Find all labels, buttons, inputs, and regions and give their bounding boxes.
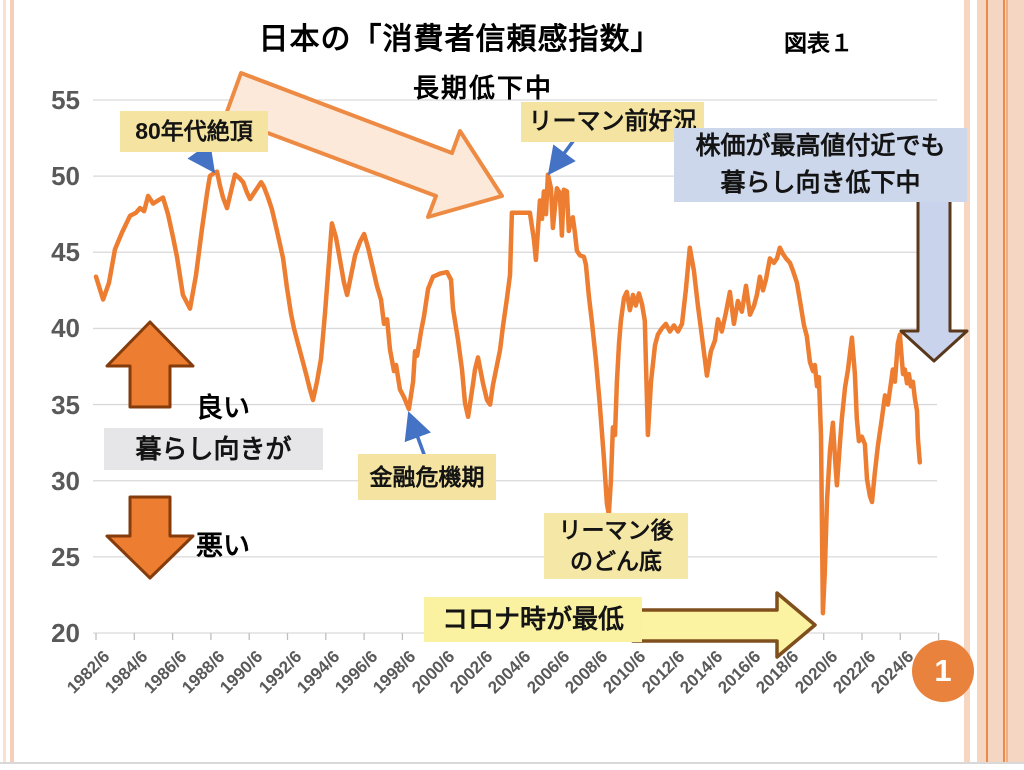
annotation-pre-lehman: リーマン前好況 — [521, 102, 704, 142]
annotation-stock-note-line1: 株価が最高値付近でも — [695, 132, 946, 160]
y-tick-label: 50 — [51, 161, 80, 192]
stock-note-down-arrow — [899, 198, 969, 363]
y-tick-label: 20 — [51, 618, 80, 648]
pointer-arrow-prelehman — [547, 138, 576, 176]
confidence-index-line — [93, 169, 923, 616]
y-tick-label: 35 — [51, 389, 80, 420]
slide-bottom-border — [0, 762, 1024, 764]
y-tick-label: 45 — [51, 237, 80, 268]
left-edge-stripe-outer — [3, 0, 6, 763]
annotation-stock-note-line2: 暮らし向き低下中 — [720, 169, 921, 197]
label-good: 良い — [196, 393, 250, 423]
label-livelihood: 暮らし向きが — [104, 428, 323, 470]
annotation-stock-note: 株価が最高値付近でも 暮らし向き低下中 — [674, 128, 967, 202]
pointer-arrow-crisis — [404, 411, 431, 458]
label-bad: 悪い — [196, 531, 250, 561]
annotation-post-lehman: リーマン後 のどん底 — [544, 513, 688, 579]
up-arrow-icon — [105, 320, 195, 409]
page-title: 日本の「消費者信頼感指数」 — [258, 23, 662, 56]
annotation-covid-lowest: コロナ時が最低 — [424, 597, 642, 642]
y-tick-label: 30 — [51, 465, 80, 496]
annotation-financial-crisis: 金融危機期 — [358, 454, 496, 500]
right-edge-stripe-thin — [964, 0, 970, 763]
covid-right-arrow — [631, 591, 817, 659]
series-layer — [93, 169, 923, 616]
annotation-post-lehman-line2: のどん底 — [570, 548, 662, 574]
figure-label: 図表１ — [784, 30, 853, 56]
annotation-80s-peak: 80年代絶頂 — [120, 111, 268, 152]
right-edge-band-line-1 — [986, 0, 988, 763]
page-number: 1 — [934, 653, 952, 688]
annotation-post-lehman-line1: リーマン後 — [558, 517, 674, 543]
down-arrow-icon — [105, 495, 195, 580]
left-edge-stripe-inner — [10, 0, 14, 763]
y-tick-label: 55 — [51, 85, 80, 115]
page-number-badge: 1 — [912, 640, 974, 702]
right-edge-band — [977, 0, 1024, 763]
y-tick-label: 25 — [51, 541, 80, 572]
right-edge-band-line-3 — [1006, 0, 1008, 763]
chart-subtitle: 長期低下中 — [412, 73, 553, 103]
right-edge-band-line-2 — [1003, 0, 1005, 763]
y-tick-label: 40 — [51, 313, 80, 344]
